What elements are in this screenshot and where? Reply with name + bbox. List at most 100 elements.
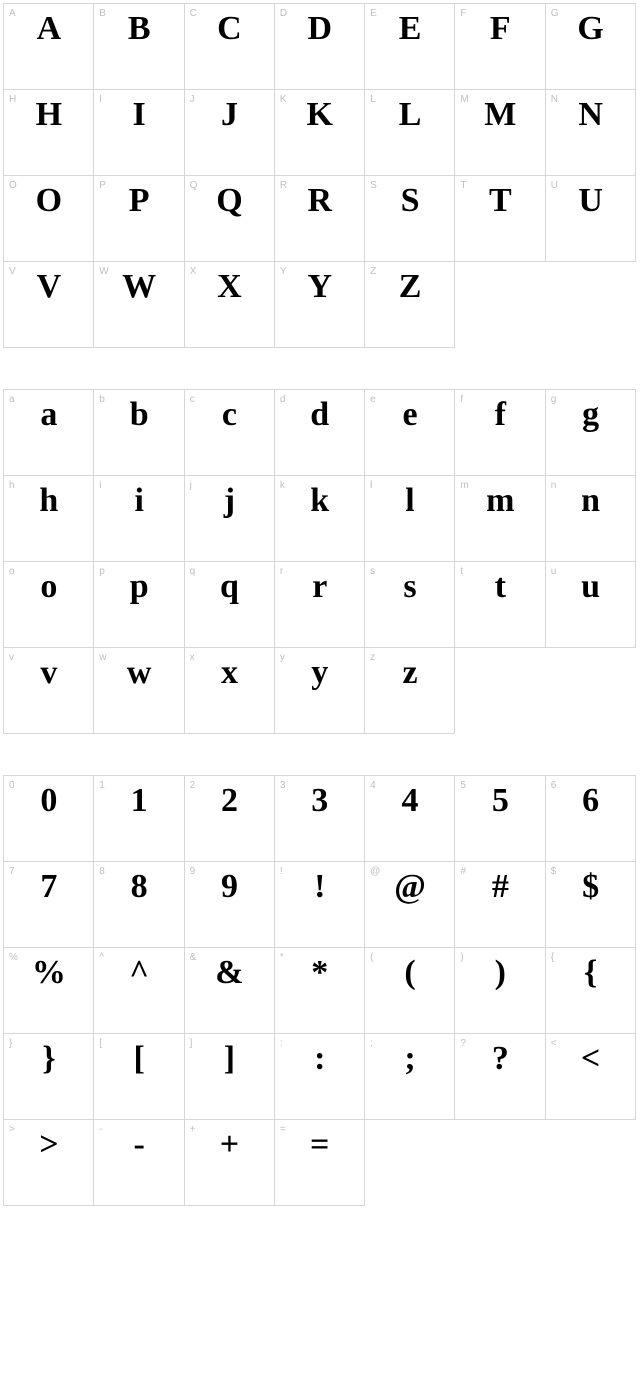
glyph-cell: 22: [184, 775, 275, 862]
glyph-label: {: [551, 952, 554, 963]
glyph-cell: dd: [274, 389, 365, 476]
glyph-cell: SS: [364, 175, 455, 262]
glyph-label: b: [99, 394, 105, 405]
glyph-sample: x: [185, 656, 274, 690]
glyph-cell: ((: [364, 947, 455, 1034]
glyph-sample: [: [94, 1042, 183, 1076]
glyph-cell: ii: [93, 475, 184, 562]
section-uppercase: AABBCCDDEEFFGGHHIIJJKKLLMMNNOOPPQQRRSSTT…: [4, 4, 636, 348]
glyph-sample: %: [4, 956, 93, 990]
glyph-label: -: [99, 1124, 102, 1135]
glyph-sample: D: [275, 12, 364, 46]
glyph-cell: )): [454, 947, 545, 1034]
glyph-label: =: [280, 1124, 286, 1135]
glyph-label: n: [551, 480, 557, 491]
glyph-label: &: [190, 952, 197, 963]
glyph-sample: m: [455, 484, 544, 518]
glyph-sample: !: [275, 870, 364, 904]
glyph-sample: G: [546, 12, 635, 46]
glyph-label: [: [99, 1038, 102, 1049]
glyph-cell: TT: [454, 175, 545, 262]
glyph-label: e: [370, 394, 376, 405]
glyph-label: ^: [99, 952, 104, 963]
glyph-sample: &: [185, 956, 274, 990]
glyph-sample: H: [4, 98, 93, 132]
empty-cell: [545, 647, 636, 734]
glyph-label: m: [460, 480, 468, 491]
glyph-cell: >>: [3, 1119, 94, 1206]
glyph-sample: ^: [94, 956, 183, 990]
glyph-cell: 88: [93, 861, 184, 948]
glyph-label: X: [190, 266, 197, 277]
glyph-cell: bb: [93, 389, 184, 476]
section-lowercase: aabbccddeeffgghhiijjkkllmmnnooppqqrrsstt…: [4, 390, 636, 734]
glyph-sample: o: [4, 570, 93, 604]
glyph-cell: aa: [3, 389, 94, 476]
glyph-sample: 1: [94, 784, 183, 818]
glyph-sample: l: [365, 484, 454, 518]
glyph-label: h: [9, 480, 15, 491]
glyph-sample: M: [455, 98, 544, 132]
glyph-label: f: [460, 394, 463, 405]
glyph-label: }: [9, 1038, 12, 1049]
glyph-sample: ): [455, 956, 544, 990]
glyph-sample: :: [275, 1042, 364, 1076]
glyph-label: B: [99, 8, 106, 19]
glyph-label: s: [370, 566, 375, 577]
glyph-sample: S: [365, 184, 454, 218]
glyph-label: G: [551, 8, 559, 19]
glyph-cell: &&: [184, 947, 275, 1034]
glyph-sample: ]: [185, 1042, 274, 1076]
glyph-sample: X: [185, 270, 274, 304]
glyph-sample: }: [4, 1042, 93, 1076]
glyph-cell: 77: [3, 861, 94, 948]
glyph-label: #: [460, 866, 466, 877]
glyph-cell: ee: [364, 389, 455, 476]
glyph-label: i: [99, 480, 101, 491]
glyph-sample: =: [275, 1128, 364, 1162]
glyph-label: @: [370, 866, 380, 877]
glyph-sample: O: [4, 184, 93, 218]
glyph-label: %: [9, 952, 18, 963]
glyph-label: K: [280, 94, 287, 105]
glyph-sample: y: [275, 656, 364, 690]
font-character-map: AABBCCDDEEFFGGHHIIJJKKLLMMNNOOPPQQRRSSTT…: [4, 4, 636, 1206]
glyph-sample: (: [365, 956, 454, 990]
glyph-label: N: [551, 94, 558, 105]
glyph-label: o: [9, 566, 15, 577]
glyph-cell: ZZ: [364, 261, 455, 348]
glyph-label: 1: [99, 780, 105, 791]
glyph-sample: J: [185, 98, 274, 132]
glyph-cell: KK: [274, 89, 365, 176]
glyph-label: U: [551, 180, 558, 191]
glyph-sample: K: [275, 98, 364, 132]
glyph-sample: v: [4, 656, 93, 690]
glyph-sample: 9: [185, 870, 274, 904]
glyph-label: >: [9, 1124, 15, 1135]
glyph-cell: ##: [454, 861, 545, 948]
glyph-sample: C: [185, 12, 274, 46]
glyph-cell: FF: [454, 3, 545, 90]
glyph-cell: gg: [545, 389, 636, 476]
glyph-cell: --: [93, 1119, 184, 1206]
glyph-label: ?: [460, 1038, 466, 1049]
glyph-label: $: [551, 866, 557, 877]
glyph-cell: 33: [274, 775, 365, 862]
glyph-cell: ??: [454, 1033, 545, 1120]
glyph-sample: 4: [365, 784, 454, 818]
glyph-label: 7: [9, 866, 15, 877]
glyph-label: 4: [370, 780, 376, 791]
glyph-sample: 3: [275, 784, 364, 818]
glyph-sample: #: [455, 870, 544, 904]
glyph-label: 8: [99, 866, 105, 877]
glyph-sample: g: [546, 398, 635, 432]
glyph-label: I: [99, 94, 102, 105]
glyph-sample: A: [4, 12, 93, 46]
glyph-cell: ll: [364, 475, 455, 562]
glyph-cell: [[: [93, 1033, 184, 1120]
glyph-label: O: [9, 180, 17, 191]
glyph-label: R: [280, 180, 287, 191]
glyph-cell: @@: [364, 861, 455, 948]
glyph-label: +: [190, 1124, 196, 1135]
glyph-label: :: [280, 1038, 283, 1049]
